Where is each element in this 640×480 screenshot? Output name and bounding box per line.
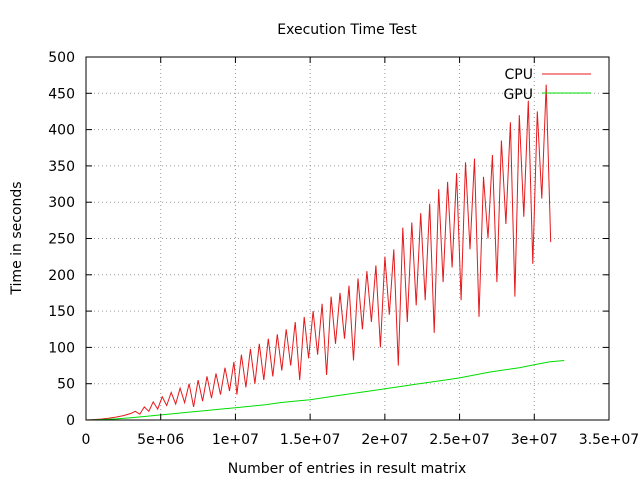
y-tick-label: 200 bbox=[48, 268, 75, 284]
x-axis-label: Number of entries in result matrix bbox=[228, 461, 467, 477]
y-tick-label: 0 bbox=[66, 413, 75, 429]
tick-labels: 0 5e+06 1e+07 1.5e+07 2e+07 2.5e+07 3e+07 3.5e+… bbox=[48, 50, 639, 448]
y-tick-label: 500 bbox=[48, 50, 75, 66]
y-tick-label: 100 bbox=[48, 340, 75, 356]
chart-title: Execution Time Test bbox=[277, 22, 417, 38]
y-tick-label: 350 bbox=[48, 159, 75, 175]
legend-label-cpu: CPU bbox=[505, 67, 533, 83]
y-tick-label: 150 bbox=[48, 304, 75, 320]
y-tick-label: 300 bbox=[48, 195, 75, 211]
series-line-cpu bbox=[85, 84, 552, 421]
legend-label-gpu: GPU bbox=[503, 87, 533, 103]
y-tick-label: 450 bbox=[48, 86, 75, 102]
x-tick-label: 3.5e+07 bbox=[579, 432, 639, 448]
y-tick-label: 400 bbox=[48, 123, 75, 139]
x-tick-label: 2e+07 bbox=[361, 432, 408, 448]
x-tick-label: 5e+06 bbox=[137, 432, 184, 448]
y-tick-label: 50 bbox=[57, 377, 75, 393]
ticks bbox=[85, 56, 610, 421]
series-line-gpu bbox=[85, 360, 565, 421]
x-tick-label: 0 bbox=[82, 432, 91, 448]
x-tick-label: 2.5e+07 bbox=[429, 432, 489, 448]
series-layer bbox=[85, 84, 565, 421]
x-tick-label: 1e+07 bbox=[212, 432, 259, 448]
legend: CPU GPU bbox=[503, 67, 591, 103]
x-tick-label: 1.5e+07 bbox=[280, 432, 340, 448]
grid bbox=[86, 57, 609, 420]
x-tick-label: 3e+07 bbox=[511, 432, 558, 448]
y-axis-label: Time in seconds bbox=[9, 181, 25, 295]
y-tick-label: 250 bbox=[48, 232, 75, 248]
